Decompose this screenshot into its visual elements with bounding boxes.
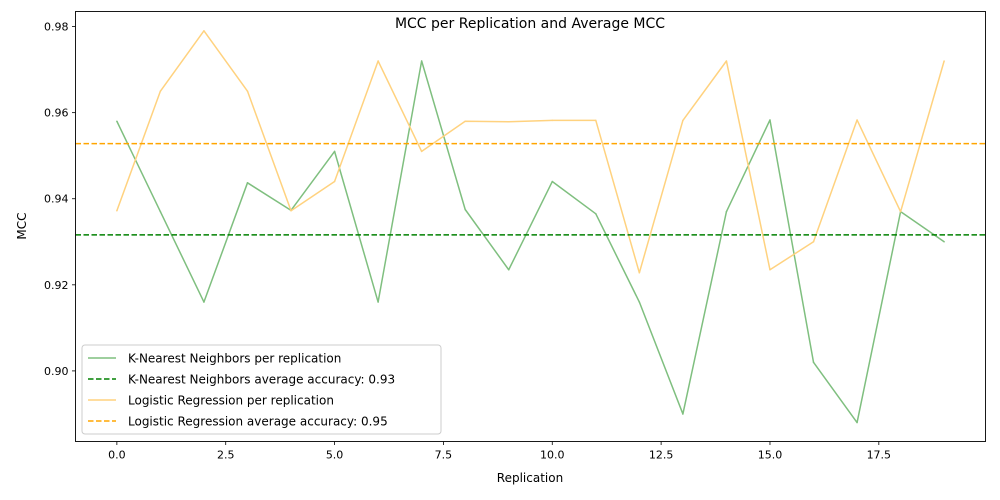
series-1-point (943, 60, 945, 62)
legend-label-1: K-Nearest Neighbors average accuracy: 0.… (128, 373, 395, 387)
legend: K-Nearest Neighbors per replication K-Nea… (81, 344, 442, 435)
series-0-point (595, 213, 597, 215)
x-tick-label: 2.5 (217, 449, 235, 462)
series-line-0 (116, 60, 945, 424)
series-1-point (682, 119, 684, 122)
x-tick-label: 17.5 (867, 449, 892, 462)
series-1-point (333, 180, 336, 183)
series-1-point (246, 90, 249, 92)
series-1-point (638, 272, 641, 274)
x-tick-label: 7.5 (435, 449, 453, 462)
y-tick-label: 0.96 (44, 107, 69, 120)
x-axis: 0.0 2.5 5.0 7.5 10.0 12.5 15.0 17.5 (108, 441, 892, 462)
legend-label-0: K-Nearest Neighbors per replication (128, 352, 341, 366)
legend-box (81, 344, 442, 435)
plot-content (75, 30, 986, 424)
series-0-point (638, 301, 641, 303)
y-tick-label: 0.90 (44, 365, 69, 378)
y-tick-label: 0.92 (44, 279, 69, 292)
series-1-point (420, 150, 423, 153)
series-0-point (725, 210, 728, 213)
x-axis-label: Replication (497, 471, 563, 485)
x-tick-label: 0.0 (108, 449, 126, 462)
series-1-point (899, 210, 902, 213)
series-1-point (595, 119, 597, 122)
series-0-point (464, 208, 466, 211)
series-0-point (943, 241, 945, 243)
series-1-point (769, 269, 771, 271)
series-1-point (507, 120, 510, 123)
series-0-point (682, 413, 684, 415)
series-1-point (812, 241, 815, 243)
series-1-point (464, 120, 466, 123)
y-tick-label: 0.98 (44, 21, 69, 34)
x-tick-label: 15.0 (758, 449, 783, 462)
legend-label-3: Logistic Regression average accuracy: 0.… (128, 415, 388, 429)
series-0-point (203, 301, 205, 303)
y-axis: 0.90 0.92 0.94 0.96 0.98 (44, 21, 76, 378)
series-0-point (333, 150, 336, 153)
series-1-point (551, 119, 554, 122)
series-1-point (377, 60, 379, 62)
series-0-point (856, 421, 858, 424)
y-tick-label: 0.94 (44, 193, 69, 206)
legend-label-2: Logistic Regression per replication (128, 394, 334, 408)
series-1-point (116, 210, 118, 212)
series-1-point (290, 210, 292, 212)
series-0-point (246, 182, 249, 184)
series-1-point (159, 90, 162, 92)
series-0-point (812, 361, 815, 364)
x-tick-label: 12.5 (649, 449, 674, 462)
chart-title: MCC per Replication and Average MCC (395, 16, 665, 32)
y-axis-label: MCC (15, 212, 29, 239)
x-tick-label: 5.0 (326, 449, 344, 462)
x-tick-label: 10.0 (540, 449, 565, 462)
series-0-point (507, 269, 510, 271)
series-1-point (725, 60, 728, 62)
series-0-point (769, 119, 771, 121)
plot-frame (75, 11, 986, 442)
series-1-point (856, 119, 858, 121)
series-line-1 (116, 30, 945, 274)
series-0-point (377, 301, 379, 303)
series-0-point (420, 60, 423, 62)
series-0-point (159, 210, 162, 213)
series-0-point (551, 180, 554, 183)
series-0-point (116, 120, 118, 123)
series-1-point (203, 30, 205, 32)
